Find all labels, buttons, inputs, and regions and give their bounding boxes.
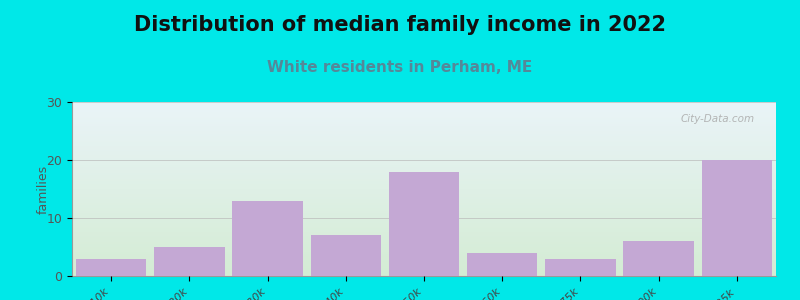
Y-axis label: families: families [37,164,50,214]
Bar [76,259,146,276]
Bar [546,259,616,276]
Bar [702,160,772,276]
Bar [623,241,694,276]
Text: White residents in Perham, ME: White residents in Perham, ME [267,60,533,75]
Bar [154,247,225,276]
Text: Distribution of median family income in 2022: Distribution of median family income in … [134,15,666,35]
Text: City-Data.com: City-Data.com [681,114,755,124]
Bar [232,201,302,276]
Bar [389,172,459,276]
Bar [310,236,381,276]
Bar [467,253,538,276]
